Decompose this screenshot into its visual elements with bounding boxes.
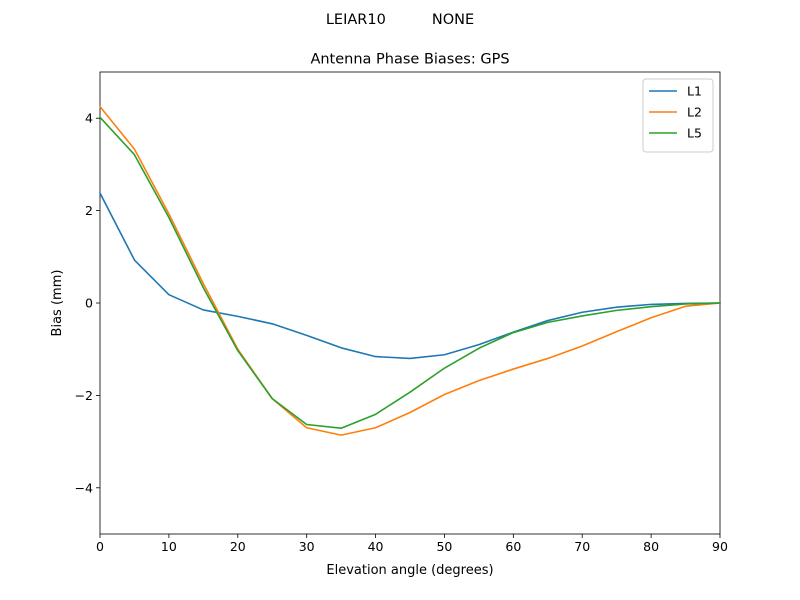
chart-title: Antenna Phase Biases: GPS (310, 52, 509, 68)
x-tick-label: 70 (574, 539, 590, 554)
x-tick-label: 40 (368, 539, 384, 554)
series-line-l2 (98, 105, 721, 436)
x-tick-label: 20 (230, 539, 246, 554)
x-tick-label: 90 (712, 539, 728, 554)
series-line-l1 (98, 191, 721, 360)
y-tick-label: −2 (75, 388, 93, 403)
x-tick-label: 60 (505, 539, 521, 554)
x-tick-label: 10 (161, 539, 177, 554)
legend-label-l1: L1 (687, 84, 702, 99)
legend: L1 L2 L5 (642, 78, 714, 153)
y-tick-label: 2 (85, 203, 93, 218)
series-lines (98, 105, 721, 436)
y-tick-label: −4 (75, 480, 93, 495)
axis-ticks: 0 10 20 30 40 50 60 70 80 90 −4 −2 0 2 4 (75, 111, 728, 554)
series-line-l5 (98, 116, 721, 430)
x-tick-label: 0 (96, 539, 104, 554)
y-tick-label: 0 (85, 296, 93, 311)
legend-label-l5: L5 (687, 126, 702, 141)
plot-area (99, 71, 721, 535)
x-tick-label: 50 (436, 539, 452, 554)
x-tick-label: 30 (299, 539, 315, 554)
figure-suptitle: LEIAR10 NONE (326, 12, 474, 28)
legend-box (642, 78, 714, 153)
y-tick-label: 4 (85, 111, 93, 126)
legend-label-l2: L2 (687, 105, 702, 120)
x-tick-label: 80 (643, 539, 659, 554)
plot-background (100, 72, 720, 534)
x-axis-label: Elevation angle (degrees) (326, 563, 493, 578)
y-axis-label: Bias (mm) (50, 270, 65, 337)
